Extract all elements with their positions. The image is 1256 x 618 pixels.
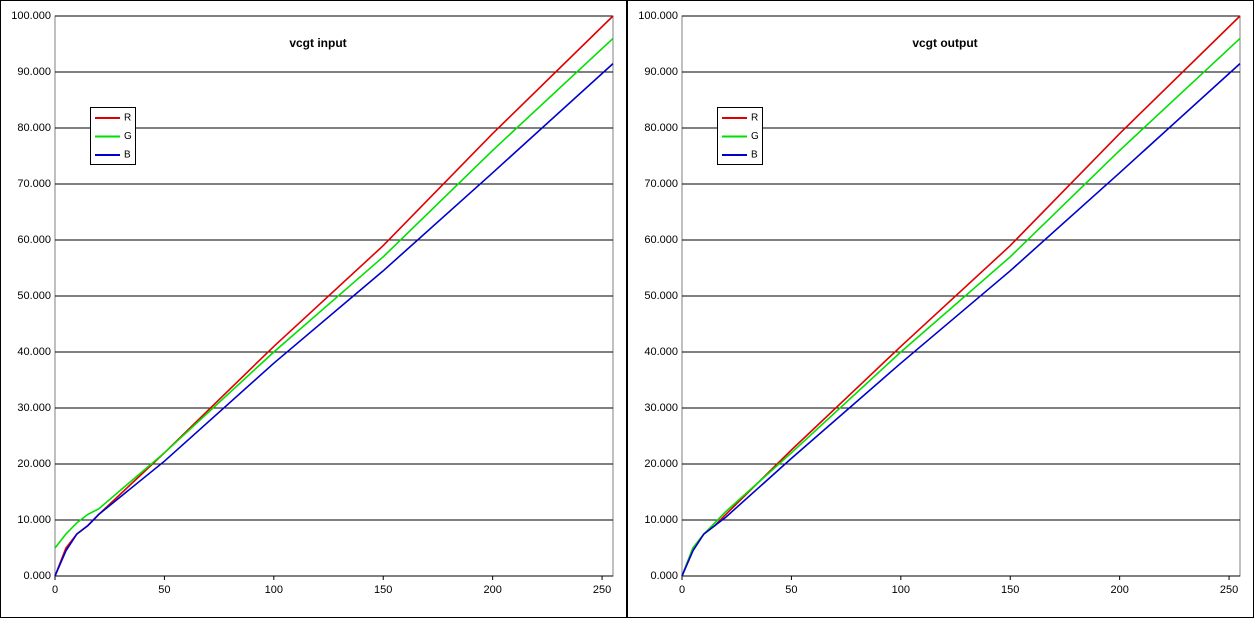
y-tick-label: 20.000 [644, 458, 678, 470]
x-tick-label: 0 [679, 584, 685, 596]
y-tick-label: 70.000 [17, 178, 51, 190]
x-tick-label: 150 [374, 584, 392, 596]
x-tick-label: 250 [593, 584, 611, 596]
legend-label: R [751, 113, 758, 124]
x-tick-label: 100 [892, 584, 910, 596]
legend-label: B [751, 150, 758, 161]
y-tick-label: 50.000 [17, 290, 51, 302]
y-tick-label: 50.000 [644, 290, 678, 302]
y-tick-label: 20.000 [17, 458, 51, 470]
legend-label: R [124, 113, 131, 124]
legend-label: B [124, 150, 131, 161]
y-tick-label: 100.000 [638, 10, 678, 22]
y-tick-label: 70.000 [644, 178, 678, 190]
legend-label: G [124, 131, 132, 142]
x-tick-label: 50 [785, 584, 797, 596]
chart: 0.000 10.000 20.000 30.000 40.000 50.000 60.00… [0, 0, 627, 618]
y-tick-label: 80.000 [644, 122, 678, 134]
chart-title: vcgt input [289, 36, 346, 50]
legend-label: G [751, 131, 759, 142]
x-tick-label: 100 [265, 584, 283, 596]
y-tick-label: 60.000 [17, 234, 51, 246]
x-tick-label: 250 [1220, 584, 1238, 596]
chart-title: vcgt output [912, 36, 977, 50]
y-tick-label: 0.000 [650, 570, 678, 582]
y-tick-label: 0.000 [23, 570, 51, 582]
y-tick-label: 90.000 [644, 66, 678, 78]
y-tick-label: 40.000 [17, 346, 51, 358]
x-tick-label: 50 [158, 584, 170, 596]
y-tick-label: 60.000 [644, 234, 678, 246]
series-line [681, 63, 1241, 577]
y-tick-label: 30.000 [17, 402, 51, 414]
series-line [54, 63, 614, 577]
x-tick-label: 200 [483, 584, 501, 596]
chart: 0.000 10.000 20.000 30.000 40.000 50.000 60.00… [627, 0, 1254, 618]
y-tick-label: 80.000 [17, 122, 51, 134]
y-tick-label: 10.000 [644, 514, 678, 526]
x-tick-label: 150 [1001, 584, 1019, 596]
y-tick-label: 90.000 [17, 66, 51, 78]
y-tick-label: 100.000 [11, 10, 51, 22]
y-tick-label: 30.000 [644, 402, 678, 414]
x-tick-label: 0 [52, 584, 58, 596]
y-tick-label: 40.000 [644, 346, 678, 358]
series-line [54, 37, 614, 549]
y-tick-label: 10.000 [17, 514, 51, 526]
x-tick-label: 200 [1110, 584, 1128, 596]
